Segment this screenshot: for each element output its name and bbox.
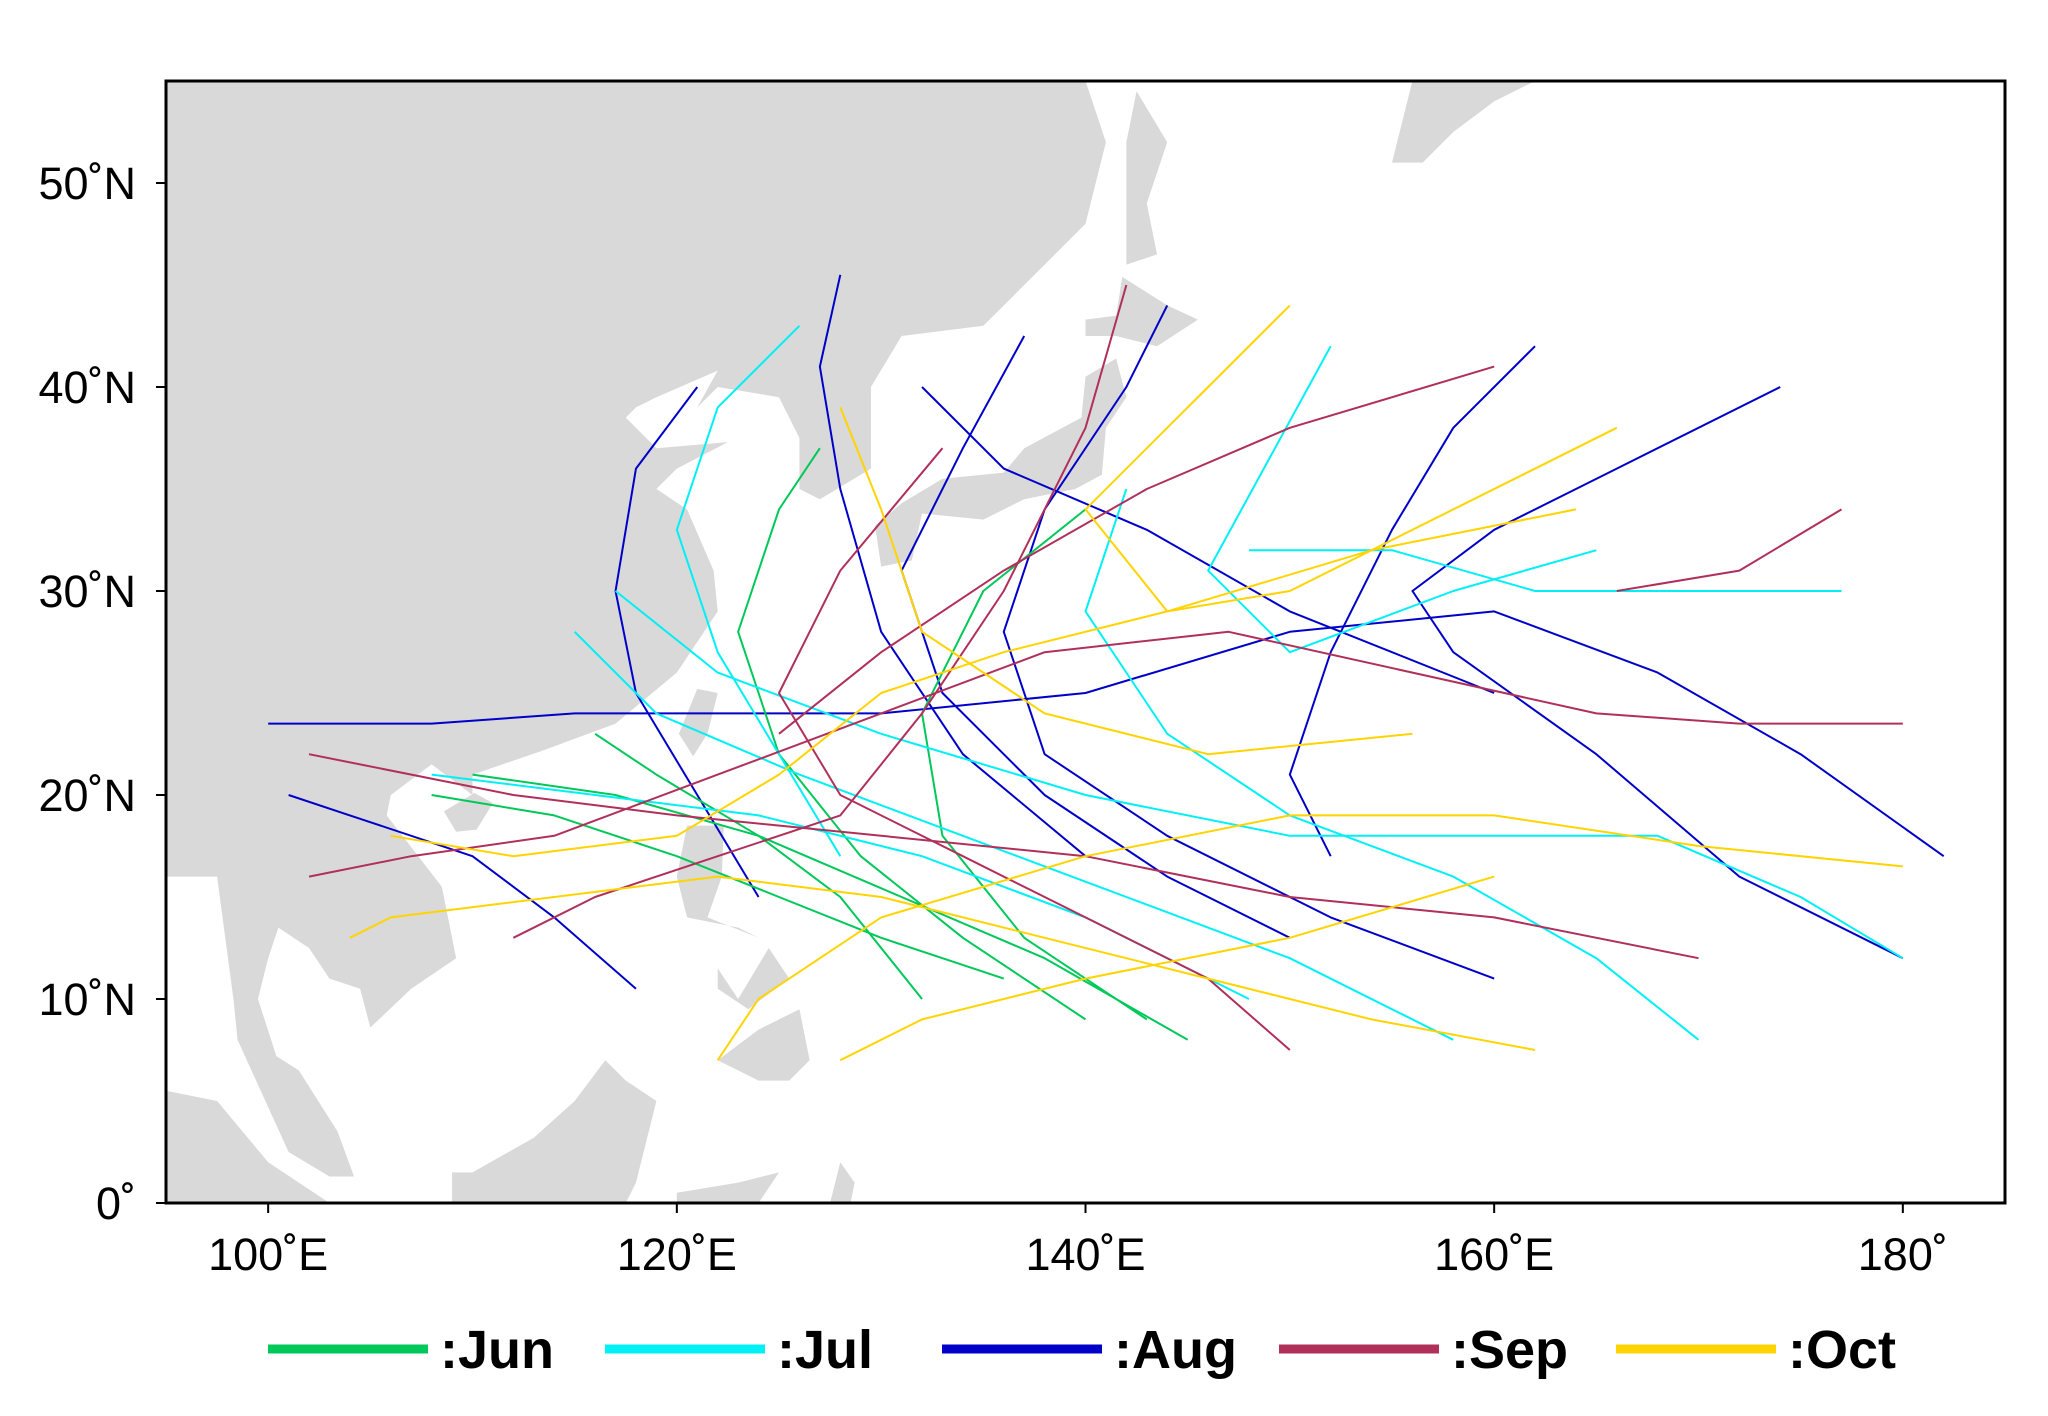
lat-tick-label: 50˚N	[38, 158, 136, 209]
lat-tick-label: 20˚N	[38, 770, 136, 821]
track-aug-5	[1002, 304, 1495, 980]
track-oct-5	[390, 508, 1577, 858]
land-kamchatka	[1392, 81, 1536, 163]
track-aug-7	[921, 386, 1495, 694]
land-taiwan	[678, 688, 718, 757]
land-halmahera	[830, 1162, 855, 1203]
land-borneo	[452, 1060, 657, 1203]
track-oct-0	[349, 875, 1536, 1051]
lat-tick-label: 0˚	[96, 1178, 136, 1229]
track-jul-1	[1084, 488, 1700, 1041]
track-oct-4	[839, 407, 1413, 756]
land-basemap	[166, 81, 1536, 1203]
lon-tick-label: 180˚	[1858, 1229, 1948, 1280]
lon-tick-label: 160˚E	[1434, 1229, 1554, 1280]
track-oct-3	[839, 875, 1495, 1062]
land-visayas	[717, 948, 790, 1010]
land-hokkaido	[1085, 276, 1198, 347]
track-jul-0	[573, 631, 1454, 1041]
lat-tick-label: 30˚N	[38, 566, 136, 617]
legend-label-jul: :Jul	[777, 1320, 873, 1380]
typhoon-tracks	[268, 274, 1945, 1062]
track-sep-4	[308, 753, 1699, 960]
track-oct-2	[716, 814, 1903, 1061]
legend-label-sep: :Sep	[1451, 1320, 1568, 1380]
legend: :Jun :Jul :Aug :Sep :Oct	[268, 1320, 1896, 1380]
track-aug-2	[818, 274, 1087, 857]
track-sep-2	[778, 365, 1495, 735]
land-sumatra	[166, 1090, 330, 1203]
track-jul-4	[675, 325, 842, 857]
track-aug-1	[1411, 386, 1904, 960]
land-honshu-kyushu	[875, 358, 1127, 567]
track-aug-8	[1288, 345, 1536, 857]
legend-label-jun: :Jun	[440, 1320, 554, 1380]
land-mindanao	[717, 1009, 810, 1081]
track-aug-6	[288, 794, 637, 990]
track-jun-2	[472, 773, 1189, 1041]
lon-tick-label: 100˚E	[208, 1229, 328, 1280]
track-jun-3	[431, 794, 1005, 980]
track-aug-3	[900, 335, 1291, 939]
track-sep-0	[308, 630, 1903, 878]
track-sep-1	[1616, 508, 1843, 592]
track-aug-0	[268, 610, 1945, 858]
track-aug-4	[614, 386, 760, 898]
axes: 0˚ 10˚N 20˚N 30˚N 40˚N 50˚N 100˚E 120˚E 140˚E 160…	[38, 158, 1947, 1280]
track-jun-4	[921, 508, 1148, 1021]
legend-label-oct: :Oct	[1788, 1320, 1896, 1380]
track-oct-1	[1084, 304, 1618, 613]
land-asia-mainland	[166, 81, 1106, 1177]
lat-tick-label: 10˚N	[38, 974, 136, 1025]
lat-tick-label: 40˚N	[38, 362, 136, 413]
track-jul-5	[1207, 345, 1597, 654]
lon-tick-label: 120˚E	[617, 1229, 737, 1280]
lon-tick-label: 140˚E	[1025, 1229, 1145, 1280]
track-jul-2	[614, 590, 1904, 960]
land-luzon	[676, 825, 759, 938]
legend-label-aug: :Aug	[1114, 1320, 1237, 1380]
track-jul-6	[1248, 549, 1842, 592]
land-sulawesi	[676, 1172, 779, 1203]
land-sakhalin	[1126, 91, 1168, 265]
track-sep-5	[778, 447, 1291, 1051]
